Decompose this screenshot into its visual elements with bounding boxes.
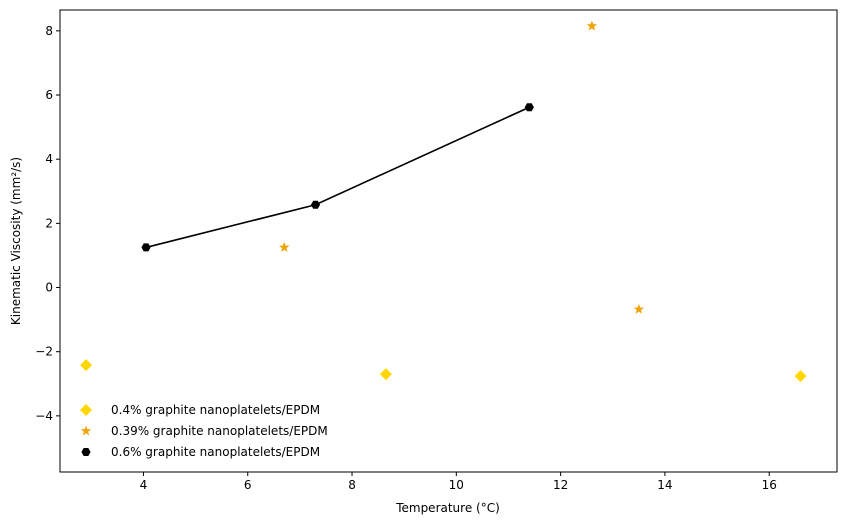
x-axis: 4 6 8 10 12 14 16 <box>140 472 777 492</box>
legend-label: 0.6% graphite nanoplatelets/EPDM <box>111 445 320 459</box>
data-point <box>586 20 598 31</box>
legend-marker <box>80 404 92 416</box>
y-axis-label: Kinematic Viscosity (mm²/s) <box>9 157 23 325</box>
y-tick-label: −2 <box>35 345 53 359</box>
y-tick-label: 4 <box>45 152 53 166</box>
data-point <box>794 370 807 383</box>
x-tick-label: 8 <box>348 478 356 492</box>
x-tick-label: 12 <box>553 478 568 492</box>
legend: 0.4% graphite nanoplatelets/EPDM 0.39% gr… <box>80 403 328 459</box>
data-point <box>633 303 645 314</box>
series-1 <box>80 359 807 383</box>
y-tick-label: 8 <box>45 24 53 38</box>
data-point <box>279 241 290 252</box>
data-point <box>310 200 321 209</box>
legend-label: 0.39% graphite nanoplatelets/EPDM <box>111 424 328 438</box>
y-tick-label: 2 <box>45 216 53 230</box>
plot-area <box>80 20 807 383</box>
y-tick-label: 6 <box>45 88 53 102</box>
x-tick-label: 14 <box>657 478 672 492</box>
x-tick-label: 16 <box>762 478 777 492</box>
data-point <box>141 243 151 252</box>
y-tick-label: 0 <box>45 281 53 295</box>
x-tick-label: 10 <box>449 478 464 492</box>
x-axis-label: Temperature (°C) <box>395 501 500 515</box>
data-point <box>379 368 392 381</box>
series-2 <box>279 20 645 314</box>
legend-marker <box>80 425 92 436</box>
series-3 <box>141 103 534 252</box>
plot-frame <box>59 9 838 473</box>
data-point <box>524 103 534 112</box>
data-point <box>80 359 93 372</box>
x-tick-label: 4 <box>140 478 148 492</box>
y-axis: −4 −2 0 2 4 6 8 <box>35 24 60 423</box>
legend-marker <box>81 448 91 456</box>
x-tick-label: 6 <box>244 478 252 492</box>
y-tick-label: −4 <box>35 409 53 423</box>
legend-label: 0.4% graphite nanoplatelets/EPDM <box>111 403 320 417</box>
